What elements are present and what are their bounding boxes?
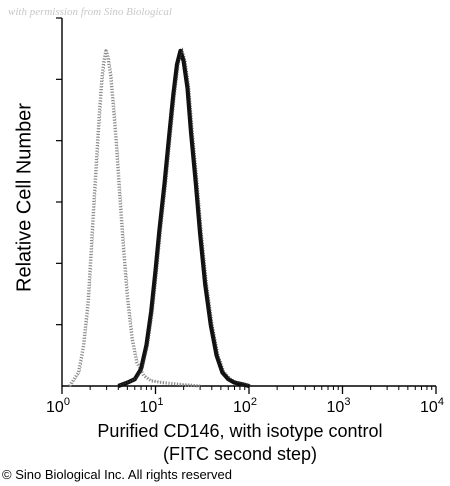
copyright-notice: © Sino Biological Inc. All rights reserv… bbox=[2, 467, 232, 482]
chart-axes bbox=[61, 18, 436, 387]
chart-series bbox=[68, 47, 252, 389]
x-tick-label: 101 bbox=[140, 396, 164, 416]
cd146-curve bbox=[117, 48, 250, 389]
chart-ticks: 100 101 102 103 104 bbox=[46, 17, 444, 416]
x-axis-label: Purified CD146, with isotype control bbox=[97, 421, 383, 441]
cd146-curve-texture bbox=[120, 47, 252, 386]
isotype-control-curve bbox=[68, 49, 201, 388]
x-tick-label: 104 bbox=[420, 396, 444, 416]
watermark: with permission from Sino Biological bbox=[8, 6, 172, 18]
axis-frame bbox=[61, 18, 436, 387]
isotype-control-curve-texture bbox=[70, 50, 202, 387]
x-tick-label: 103 bbox=[327, 396, 351, 416]
x-tick-label: 100 bbox=[46, 396, 70, 416]
x-tick-label: 102 bbox=[233, 396, 257, 416]
x-axis-label-line2: (FITC second step) bbox=[162, 444, 318, 464]
y-axis-label: Relative Cell Number bbox=[13, 103, 36, 292]
